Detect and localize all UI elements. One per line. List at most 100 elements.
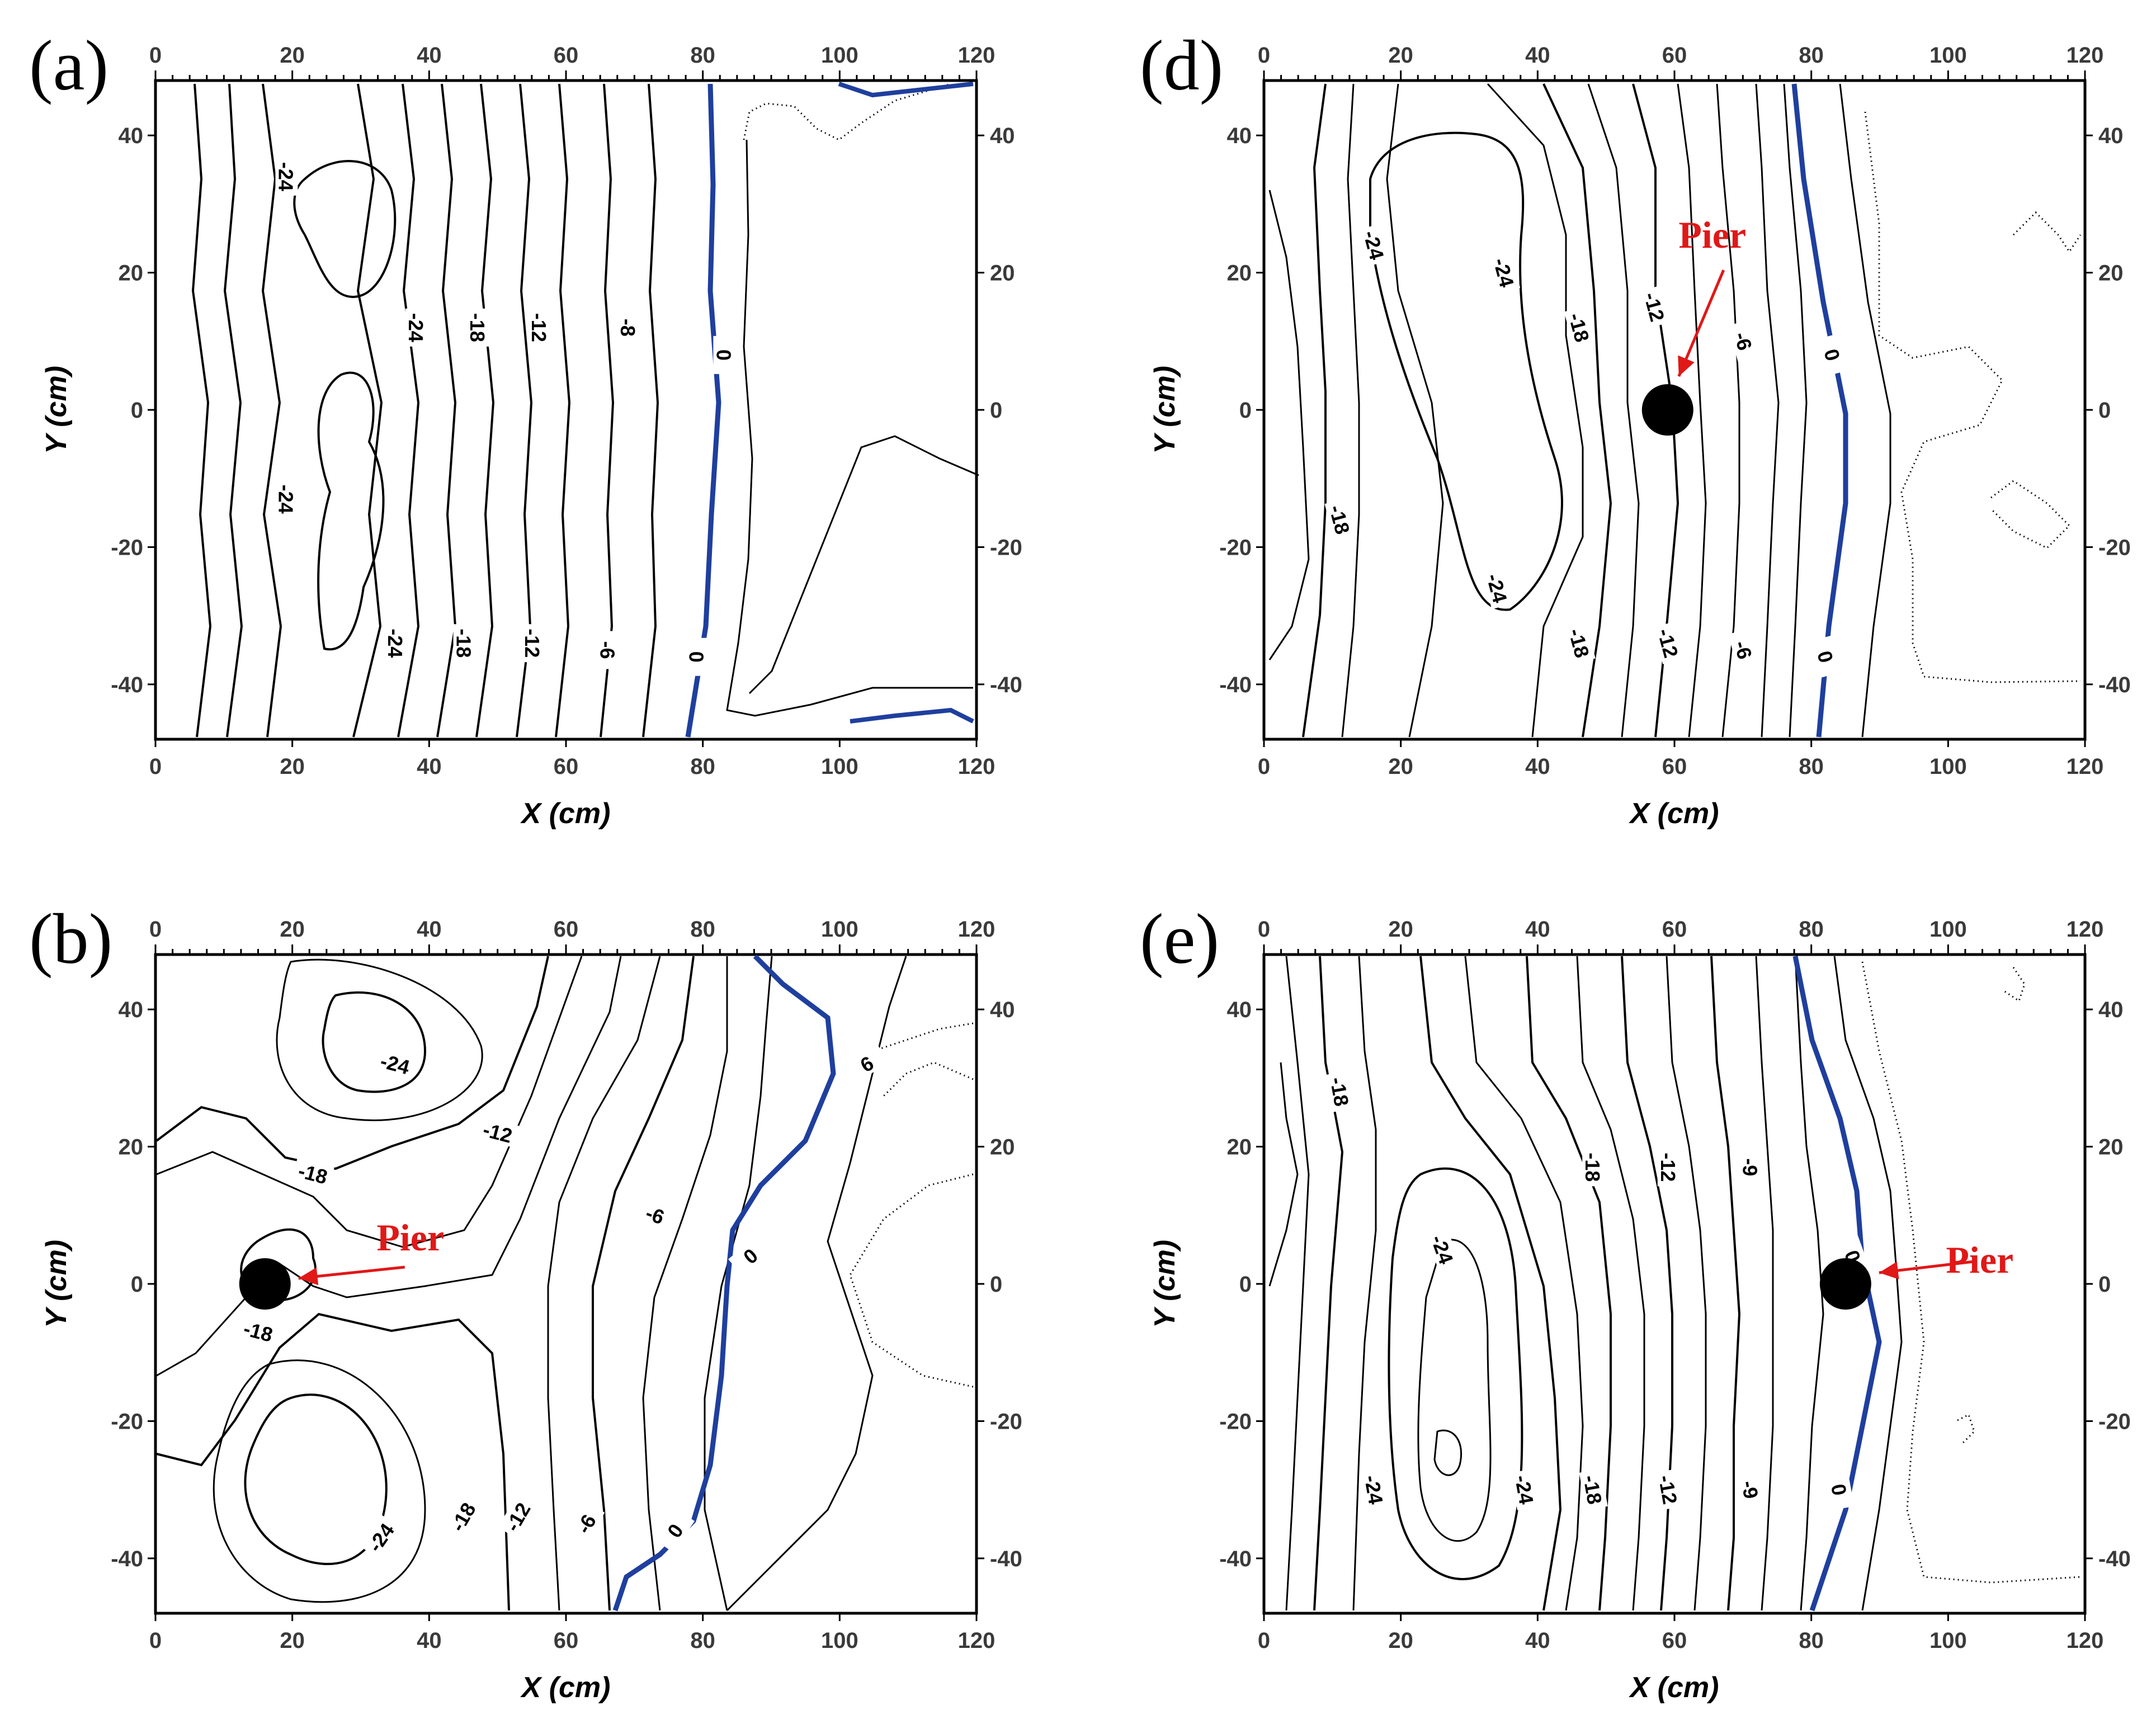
- contour-label-group: -18: [1581, 1148, 1605, 1187]
- contour-line: [1268, 190, 1310, 660]
- contour-label: -6: [596, 641, 619, 659]
- y-tick-label-left: 40: [1227, 124, 1252, 148]
- contour-line: [322, 991, 427, 1093]
- y-tick-label-right: 0: [2098, 398, 2111, 423]
- x-tick-label-bottom: 80: [690, 754, 715, 779]
- x-tick-label-bottom: 120: [958, 754, 996, 779]
- zero-contour: [685, 83, 721, 738]
- x-tick-label-top: 0: [149, 917, 162, 942]
- contour-label-halo: [1582, 1148, 1605, 1187]
- contour-label-group: -18: [1325, 1071, 1355, 1113]
- x-axis-title: X (cm): [1629, 797, 1719, 830]
- contour-label-halo: [1739, 1148, 1762, 1187]
- zero-contour: [850, 707, 974, 724]
- contour-label-halo: [1324, 498, 1356, 541]
- contour-label: -12: [1653, 626, 1683, 660]
- contour-line: [743, 83, 951, 141]
- x-tick-label-top: 20: [280, 43, 305, 68]
- x-tick-label-bottom: 20: [1388, 1628, 1413, 1653]
- contour-label-group: -12: [1654, 1468, 1683, 1510]
- x-tick-label-bottom: 80: [1799, 754, 1824, 779]
- x-tick-label-bottom: 40: [1525, 754, 1550, 779]
- y-tick-label-left: 20: [119, 1135, 144, 1160]
- contour-label-group: -18: [291, 1157, 334, 1189]
- y-tick-label-left: 0: [1239, 1272, 1252, 1297]
- contour-label: -24: [404, 313, 427, 342]
- contour-label-group: 6: [844, 1044, 889, 1083]
- contour-line: [1839, 83, 1891, 738]
- contour-label: -12: [1654, 1473, 1682, 1506]
- contour-label-group: -24: [404, 308, 428, 347]
- contour-label: -9: [1739, 1158, 1762, 1176]
- x-tick-label-bottom: 20: [280, 1628, 305, 1653]
- contour-label-group: -18: [1324, 498, 1356, 541]
- contour-line: [1755, 83, 1780, 738]
- plot-frame: [1262, 953, 2087, 1615]
- y-tick-label-left: -40: [1219, 673, 1252, 697]
- y-tick-label-left: -20: [111, 535, 143, 560]
- contour-label-halo: [1728, 628, 1760, 671]
- contour-label-halo: [1736, 1468, 1766, 1510]
- x-tick-label-top: 80: [1799, 43, 1824, 68]
- y-tick-label-left: 40: [119, 998, 144, 1022]
- contour-line: [726, 139, 973, 717]
- contour-line: [213, 1359, 426, 1603]
- y-tick-label-right: -40: [2098, 673, 2131, 697]
- x-tick-label-top: 80: [690, 43, 715, 68]
- contour-label-halo: [443, 1494, 482, 1539]
- contour-label-group: 0: [712, 336, 736, 374]
- contour-label-group: -9: [1739, 1148, 1762, 1187]
- x-tick-label-bottom: 100: [821, 754, 858, 779]
- contour-label-group: 0: [685, 637, 709, 676]
- contour-label-halo: [1825, 1468, 1855, 1510]
- pier-label: Pier: [1678, 214, 1746, 256]
- contour-line: [475, 83, 495, 738]
- contour-label-group: -24: [384, 624, 408, 663]
- y-tick-label-left: -20: [1219, 1409, 1252, 1434]
- contour-line: [1794, 956, 1824, 1611]
- x-axis-title: X (cm): [520, 1671, 611, 1704]
- contour-label: -18: [1579, 1473, 1606, 1506]
- contour-label-halo: [1657, 1148, 1680, 1187]
- contour-label-group: -24: [1358, 223, 1390, 267]
- contour-line: [1783, 83, 1808, 738]
- x-tick-label-top: 60: [554, 917, 579, 942]
- contour-line: [642, 956, 728, 1611]
- contour-line: [1341, 83, 1360, 738]
- x-tick-label-top: 120: [958, 917, 996, 942]
- pier-label: Pier: [376, 1216, 444, 1259]
- contour-label-halo: [1564, 306, 1596, 349]
- contour-label: -24: [378, 1049, 412, 1079]
- contour-label-halo: [521, 624, 544, 663]
- contour-label-group: -6: [633, 1197, 677, 1231]
- contour-label-halo: [291, 1157, 334, 1189]
- contour-label: -24: [384, 629, 407, 658]
- panel-letter: (d): [1140, 26, 1223, 105]
- contour-label-group: -18: [443, 1494, 482, 1539]
- x-tick-label-top: 120: [2067, 43, 2104, 68]
- y-tick-label-left: 0: [131, 1272, 143, 1297]
- contour-label: 0: [685, 651, 707, 663]
- x-tick-label-top: 20: [1388, 43, 1413, 68]
- x-tick-label-top: 100: [821, 43, 858, 68]
- contour-label: -12: [480, 1118, 515, 1147]
- contour-label: -18: [296, 1159, 330, 1189]
- contour-label: -18: [1581, 1152, 1604, 1182]
- contour-line: [156, 956, 583, 1248]
- x-tick-label-top: 40: [1525, 917, 1550, 942]
- contour-line: [317, 371, 385, 651]
- y-tick-label-left: -40: [1219, 1547, 1252, 1571]
- y-axis-title: Y (cm): [1149, 1240, 1181, 1328]
- contour-line: [547, 956, 661, 1611]
- contour-label: -24: [274, 162, 297, 191]
- contour-line: [1388, 1167, 1523, 1580]
- contour-label: -12: [1657, 1152, 1679, 1182]
- contour-label-halo: [1654, 1468, 1683, 1510]
- contour-line: [191, 83, 212, 738]
- x-tick-label-top: 40: [1525, 43, 1550, 68]
- contour-label-halo: [360, 1515, 400, 1560]
- x-tick-label-bottom: 120: [2067, 754, 2104, 779]
- x-axis-title: X (cm): [520, 797, 611, 830]
